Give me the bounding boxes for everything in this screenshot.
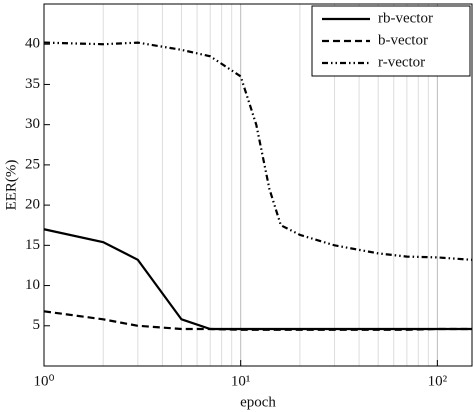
series-line [43,41,473,261]
y-axis-label: EER(%) [3,160,19,211]
y-tick-label: 15 [25,237,40,253]
y-tick-label: 20 [25,197,40,213]
x-axis-label: epoch [240,394,276,410]
y-tick-label: 10 [25,277,40,293]
legend-label: rb-vector [378,10,433,26]
y-tick-label: 5 [33,317,41,333]
y-tick-label: 30 [25,116,40,132]
legend-label: r-vector [378,54,425,70]
legend-label: b-vector [378,32,428,48]
series-line [43,228,472,331]
y-tick-label: 35 [25,76,40,92]
x-tick-label: 10⁰ [33,373,54,389]
y-tick-label: 25 [25,156,40,172]
y-tick-label: 40 [25,36,40,52]
series-line [43,310,472,331]
plot-frame [43,3,473,367]
x-tick-label: 10¹ [231,373,251,389]
x-tick-label: 10² [428,373,448,389]
